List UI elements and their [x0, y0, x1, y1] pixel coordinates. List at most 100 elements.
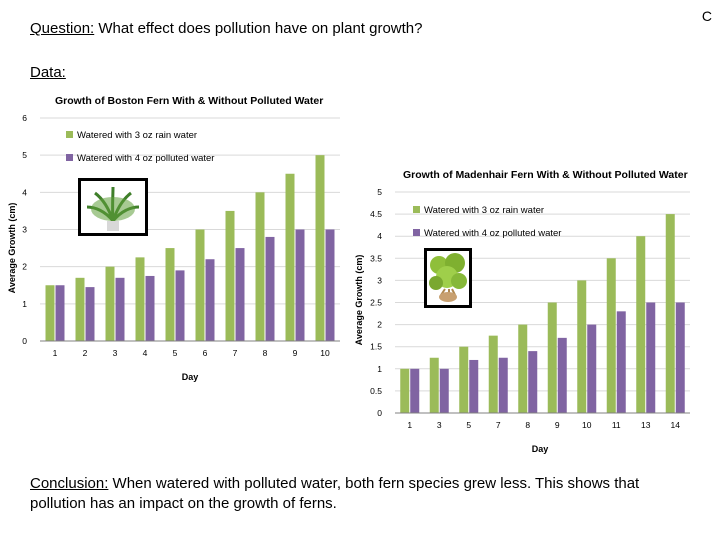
x-tick-label: 5 — [466, 420, 471, 430]
legend: Watered with 3 oz rain water Watered wit… — [66, 130, 214, 164]
bar-rain-water — [665, 214, 675, 413]
y-axis-label: Average Growth (cm) — [7, 203, 17, 294]
bar-rain-water — [135, 257, 145, 341]
bar-polluted-water — [646, 302, 656, 413]
y-tick-label: 4.5 — [370, 209, 382, 219]
legend-label-polluted: Watered with 4 oz polluted water — [424, 228, 561, 239]
x-tick-labels: 1 3 5 7 8 9 10 11 13 14 — [407, 420, 680, 430]
x-tick-label: 13 — [641, 420, 651, 430]
bar-rain-water — [255, 192, 265, 341]
x-tick-label: 2 — [83, 348, 88, 358]
y-tick-label: 2.5 — [370, 298, 382, 308]
y-tick-label: 0.5 — [370, 386, 382, 396]
x-axis-label: Day — [182, 372, 199, 382]
bar-rain-water — [225, 210, 235, 341]
bar-polluted-water — [410, 368, 420, 413]
bar-rain-water — [547, 302, 557, 413]
bar-rain-water — [195, 229, 205, 341]
conclusion-label: Conclusion: — [30, 475, 109, 492]
x-tick-label: 14 — [671, 420, 681, 430]
bar-polluted-water — [469, 359, 479, 413]
y-tick-label: 4 — [22, 187, 27, 197]
bar-polluted-water — [616, 311, 626, 413]
y-axis-label: Average Growth (cm) — [354, 255, 364, 346]
x-tick-label: 5 — [173, 348, 178, 358]
maidenhair-fern-chart: Growth of Madenhair Fern With & Without … — [354, 169, 690, 454]
y-tick-label: 4 — [377, 231, 382, 241]
x-tick-labels: 1 2 3 4 5 6 7 8 9 10 — [53, 348, 330, 358]
y-tick-label: 1 — [22, 299, 27, 309]
x-tick-label: 10 — [582, 420, 592, 430]
x-tick-label: 1 — [407, 420, 412, 430]
y-tick-label: 1.5 — [370, 342, 382, 352]
bar-polluted-water — [145, 275, 155, 341]
legend: Watered with 3 oz rain water Watered wit… — [413, 205, 561, 239]
bar-polluted-water — [675, 302, 685, 413]
bar-polluted-water — [235, 248, 245, 341]
bar-rain-water — [606, 258, 616, 413]
bar-rain-water — [165, 248, 175, 341]
bars — [400, 214, 685, 413]
legend-swatch-polluted — [413, 229, 420, 236]
x-tick-label: 1 — [53, 348, 58, 358]
y-tick-label: 0 — [22, 336, 27, 346]
bar-polluted-water — [55, 285, 65, 341]
bar-polluted-water — [498, 357, 508, 413]
fern-image-icon — [427, 251, 469, 305]
bar-polluted-water — [265, 236, 275, 341]
y-tick-label: 5 — [377, 187, 382, 197]
x-tick-label: 10 — [320, 348, 330, 358]
bar-rain-water — [488, 335, 498, 413]
bar-polluted-water — [85, 287, 95, 341]
question-text: What effect does pollution have on plant… — [94, 20, 423, 37]
bars — [45, 155, 335, 341]
bar-rain-water — [315, 155, 325, 341]
bar-rain-water — [636, 236, 646, 413]
x-tick-label: 7 — [233, 348, 238, 358]
x-tick-label: 7 — [496, 420, 501, 430]
bar-rain-water — [285, 173, 295, 341]
y-tick-label: 0 — [377, 408, 382, 418]
x-tick-label: 11 — [612, 420, 621, 430]
maidenhair-fern-photo — [424, 248, 472, 308]
chart-title: Growth of Boston Fern With & Without Pol… — [55, 95, 323, 107]
x-tick-label: 9 — [555, 420, 560, 430]
bar-rain-water — [45, 285, 55, 341]
y-tick-label: 2 — [377, 320, 382, 330]
conclusion: Conclusion: When watered with polluted w… — [30, 474, 690, 514]
boston-fern-photo — [78, 178, 148, 236]
bar-rain-water — [105, 266, 115, 341]
x-tick-label: 8 — [525, 420, 530, 430]
page-letter: C — [701, 8, 712, 24]
bar-rain-water — [459, 346, 469, 413]
bar-polluted-water — [205, 259, 215, 341]
question-label: Question: — [30, 20, 95, 37]
y-tick-label: 3 — [22, 225, 27, 235]
y-tick-label: 1 — [377, 364, 382, 374]
x-tick-label: 8 — [263, 348, 268, 358]
y-tick-label: 6 — [22, 113, 27, 123]
x-tick-label: 9 — [293, 348, 298, 358]
bar-rain-water — [75, 277, 85, 341]
legend-swatch-rain — [66, 131, 73, 138]
bar-polluted-water — [115, 277, 125, 341]
x-axis-label: Day — [532, 444, 549, 454]
data-label: Data: — [30, 64, 66, 81]
legend-label-polluted: Watered with 4 oz polluted water — [77, 153, 214, 164]
bar-polluted-water — [587, 324, 597, 413]
chart-title: Growth of Madenhair Fern With & Without … — [403, 169, 688, 181]
boston-fern-chart: Growth of Boston Fern With & Without Pol… — [7, 95, 340, 382]
legend-label-rain: Watered with 3 oz rain water — [77, 130, 197, 141]
y-tick-labels: 0 1 2 3 4 5 6 — [22, 113, 27, 346]
y-tick-label: 5 — [22, 150, 27, 160]
bar-rain-water — [429, 357, 439, 413]
legend-swatch-polluted — [66, 154, 73, 161]
y-tick-label: 3.5 — [370, 253, 382, 263]
x-tick-label: 6 — [203, 348, 208, 358]
bar-rain-water — [518, 324, 528, 413]
bar-rain-water — [577, 280, 587, 413]
bar-polluted-water — [175, 270, 185, 341]
x-tick-label: 3 — [437, 420, 442, 430]
bar-polluted-water — [528, 351, 538, 413]
bar-polluted-water — [557, 337, 567, 413]
